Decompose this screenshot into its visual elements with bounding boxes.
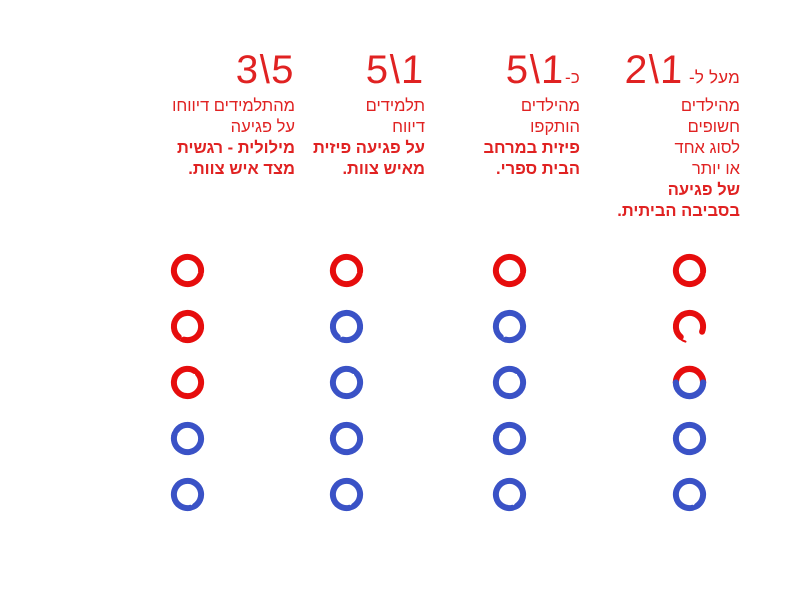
stat-line: של פגיעה <box>667 181 740 199</box>
circle-blue-icon <box>672 477 707 512</box>
stat-header-prefix: כ- <box>565 68 580 87</box>
stat-line: על פגיעה <box>230 118 295 136</box>
stat-line: על פגיעה פיזית <box>312 139 425 157</box>
circle-blue-icon <box>329 365 364 400</box>
stat-description: מהילדים הותקפו פיזית במרחב הבית ספרי. <box>410 96 580 180</box>
circle-red-icon <box>672 253 707 288</box>
stat-header: כ-5\1 <box>410 0 580 96</box>
stat-header-value: 3\5 <box>235 48 296 92</box>
circle-blue-icon <box>329 309 364 344</box>
stat-line: מאיש צוות. <box>342 160 425 178</box>
stat-header-prefix: מעל ל- <box>684 68 740 87</box>
stat-line: מהילדים <box>520 97 580 115</box>
stat-line: בסביבה הביתית. <box>617 202 740 220</box>
circle-blue-icon <box>492 477 527 512</box>
circle-red-icon <box>329 253 364 288</box>
circle-red-icon <box>170 365 205 400</box>
stat-column-staff-physical-harm: 5\1 תלמידים דיווח על פגיעה פיזית מאיש צוות. <box>255 0 426 600</box>
stat-line: חשופים <box>687 118 740 136</box>
stat-line: הותקפו <box>530 118 580 136</box>
stat-line: מהילדים <box>680 97 740 115</box>
ratio-circles <box>255 250 425 530</box>
circle-blue-icon <box>492 421 527 456</box>
stat-line: תלמידים <box>365 97 425 115</box>
stat-column-school-physical-attack: כ-5\1 מהילדים הותקפו פיזית במרחב הבית ספרי. <box>410 0 580 600</box>
stat-line: פיזית במרחב <box>483 139 580 157</box>
stat-header: 3\5 <box>195 0 296 96</box>
circle-blue-icon <box>492 365 527 400</box>
circle-blue-icon <box>492 309 527 344</box>
circle-red-icon <box>170 309 205 344</box>
stat-line: מילולית - רגשית <box>177 139 295 157</box>
stat-line: דיווח <box>392 118 425 136</box>
circle-red-icon <box>672 309 707 344</box>
stat-description: מהתלמידים דיווחו על פגיעה מילולית - רגשית מ… <box>115 96 295 180</box>
circle-blue-icon <box>170 421 205 456</box>
stat-line: מצד איש צוות. <box>188 160 295 178</box>
circle-half-icon <box>672 365 707 400</box>
circle-blue-icon <box>672 421 707 456</box>
ratio-circles <box>115 250 295 530</box>
circle-red-icon <box>492 253 527 288</box>
stat-header: מעל ל- 2\1 <box>570 0 740 96</box>
stat-line: מהתלמידים דיווחו <box>172 97 295 115</box>
circle-blue-icon <box>329 477 364 512</box>
circle-blue-icon <box>170 477 205 512</box>
stat-description: תלמידים דיווח על פגיעה פיזית מאיש צוות. <box>255 96 425 180</box>
stat-header-value: 5\1 <box>505 48 566 92</box>
circle-red-icon <box>170 253 205 288</box>
ratio-circles <box>410 250 580 530</box>
stat-line: לסוג אחד <box>674 139 740 157</box>
stat-header: 5\1 <box>310 0 426 96</box>
stat-line: הבית ספרי. <box>496 160 580 178</box>
ratio-circles <box>570 250 740 530</box>
stat-header-value: 2\1 <box>624 48 685 92</box>
stat-header-value: 5\1 <box>365 48 426 92</box>
circle-blue-icon <box>329 421 364 456</box>
stat-column-home-environment: מעל ל- 2\1 מהילדים חשופים לסוג אחד או יותר ש… <box>570 0 740 600</box>
stat-line: או יותר <box>691 160 740 178</box>
stat-description: מהילדים חשופים לסוג אחד או יותר של פגיעה בסבי… <box>570 96 740 222</box>
stat-column-staff-verbal-harm: 3\5 מהתלמידים דיווחו על פגיעה מילולית - רג… <box>115 0 296 600</box>
